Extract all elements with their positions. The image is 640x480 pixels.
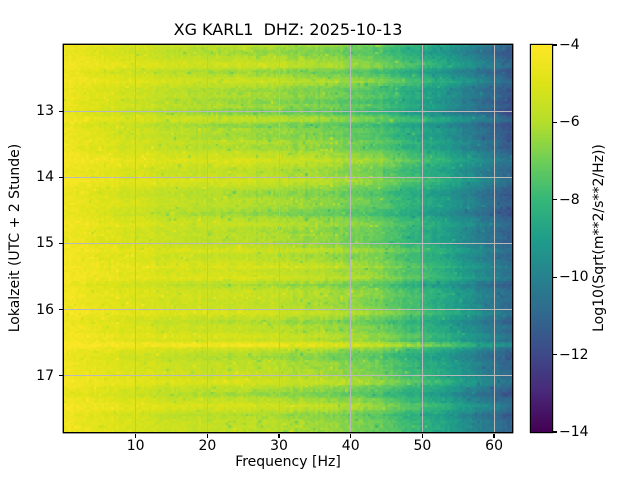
colorbar-tick-label: −4 [559,37,580,53]
y-tick-mark [58,242,63,245]
x-tick-label: 10 [126,438,145,454]
y-tick-label: 13 [36,103,54,120]
x-tick-label: 20 [198,438,217,454]
x-tick-mark [350,433,352,438]
y-axis-label: Lokalzeit (UTC + 2 Stunde) [7,143,23,333]
colorbar-tick-mark [553,121,557,123]
colorbar-tick-mark [553,199,557,201]
x-tick-mark [493,433,495,438]
y-tick-mark [58,375,63,377]
colorbar-tick-mark [553,431,557,433]
colorbar-tick-label: −10 [559,269,589,286]
colorbar-tick-label: −12 [559,346,589,363]
colorbar-tick-mark [553,276,557,278]
colorbar-gradient [531,45,552,432]
y-tick-label: 17 [36,367,54,384]
y-tick-label: 14 [36,169,54,186]
y-tick-label: 16 [36,301,54,318]
spectrogram-heatmap [64,45,512,432]
x-tick-mark [421,433,423,438]
x-tick-label: 50 [413,438,432,454]
x-tick-mark [135,433,137,438]
x-tick-mark [278,433,280,438]
y-tick-label: 15 [36,235,54,252]
x-tick-label: 60 [485,438,503,454]
x-tick-label: 40 [341,438,360,454]
y-tick-mark [58,176,63,178]
colorbar-tick-mark [553,354,557,356]
colorbar-tick-label: −8 [559,191,580,208]
y-tick-mark [58,309,63,311]
x-tick-mark [206,433,208,438]
colorbar-tick-mark [553,44,557,46]
y-tick-mark [58,110,63,112]
x-tick-label: 30 [270,438,288,454]
x-axis-label: Frequency [Hz] [235,454,341,470]
colorbar-tick-label: −6 [559,114,580,131]
colorbar-label: Log10(Sqrt(m**2/s**2/Hz)) [591,144,607,332]
chart-title: XG KARL1 DHZ: 2025-10-13 [173,20,403,39]
colorbar-tick-label: −14 [559,424,589,440]
